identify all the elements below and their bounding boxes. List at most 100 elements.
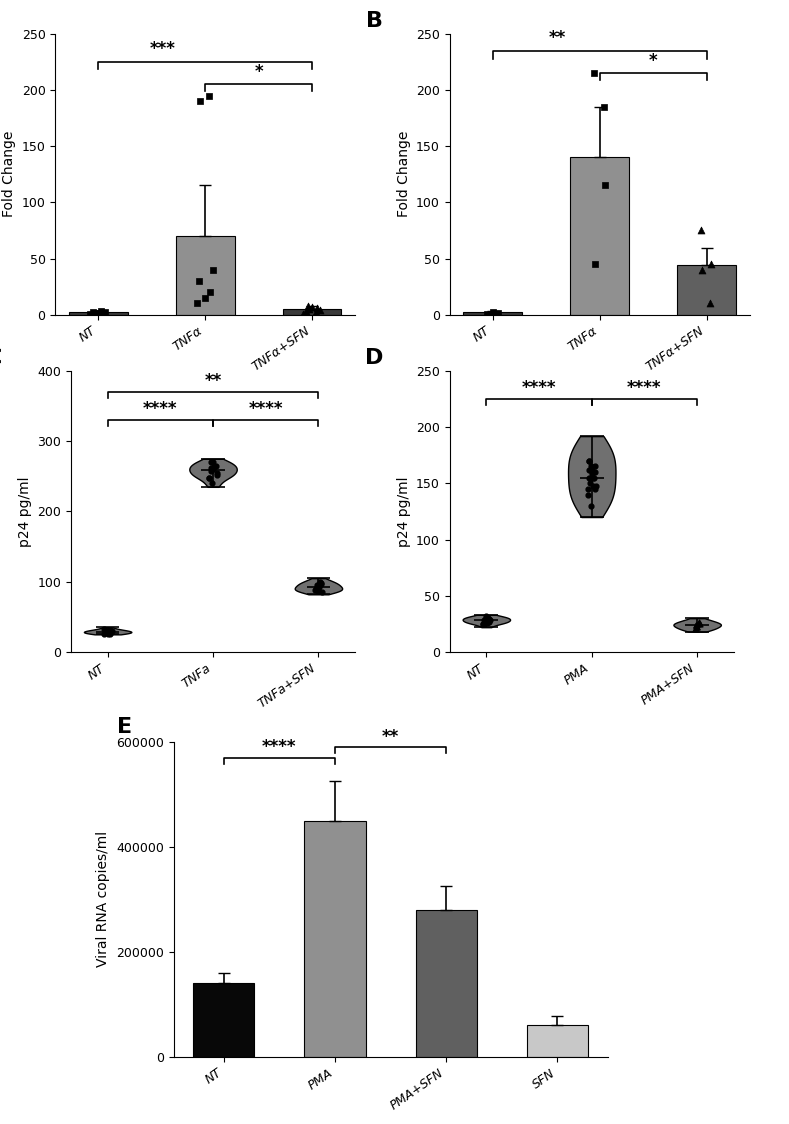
Point (193, 272, 205, 290)
Point (480, 610, 492, 628)
Point (589, 463, 601, 481)
Y-axis label: Viral RNA copies/ml: Viral RNA copies/ml (96, 831, 110, 968)
Point (103, 624, 116, 642)
Point (315, 574, 327, 592)
Point (208, 456, 220, 474)
Point (477, 615, 489, 633)
Point (588, 64, 600, 82)
Text: **: ** (548, 29, 566, 47)
Point (582, 452, 595, 470)
Point (693, 613, 705, 631)
Point (585, 469, 597, 487)
Point (205, 462, 218, 480)
Point (210, 456, 222, 474)
Point (690, 620, 702, 638)
Point (101, 623, 114, 641)
Text: B: B (366, 11, 383, 31)
Point (204, 453, 217, 471)
Point (87, 303, 99, 321)
Point (690, 618, 703, 636)
Point (690, 617, 702, 635)
Point (90, 303, 103, 321)
Point (302, 300, 315, 318)
Point (689, 620, 701, 638)
Point (477, 615, 489, 633)
Point (193, 92, 206, 110)
Point (312, 581, 324, 599)
Point (92, 305, 105, 323)
Point (589, 457, 602, 475)
Point (597, 98, 610, 116)
Point (297, 305, 310, 323)
Bar (570, 157, 629, 315)
Point (99, 303, 111, 321)
Point (314, 575, 327, 593)
Point (101, 624, 114, 642)
Point (103, 622, 115, 640)
Point (481, 305, 494, 323)
Point (305, 298, 318, 316)
Point (104, 625, 117, 643)
Text: ****: **** (627, 379, 662, 397)
Point (586, 465, 599, 483)
Point (705, 255, 717, 273)
Point (585, 463, 598, 481)
Bar (527, 1025, 588, 1057)
Point (480, 607, 492, 625)
Point (589, 477, 602, 495)
Bar (176, 236, 234, 315)
Point (480, 609, 492, 627)
Point (309, 580, 322, 598)
Text: **: ** (382, 727, 399, 745)
Point (84, 305, 96, 323)
Point (481, 613, 494, 631)
Point (704, 294, 716, 312)
Point (483, 610, 495, 628)
Point (301, 297, 314, 315)
Point (583, 461, 596, 479)
Point (203, 469, 215, 487)
Point (487, 303, 499, 321)
Point (312, 582, 324, 600)
Point (211, 466, 223, 484)
Point (102, 623, 114, 641)
Y-axis label: Fold Change: Fold Change (2, 132, 16, 217)
Bar (305, 821, 365, 1057)
Point (199, 289, 211, 307)
Point (211, 464, 223, 482)
Point (481, 614, 493, 632)
Point (101, 625, 114, 643)
Point (690, 618, 703, 636)
Text: C: C (0, 348, 2, 369)
Text: D: D (365, 348, 383, 369)
Point (299, 302, 312, 320)
Point (203, 87, 215, 105)
Point (478, 611, 491, 629)
Point (482, 613, 495, 631)
Point (585, 497, 597, 515)
Bar (463, 312, 522, 315)
Point (695, 221, 708, 239)
Point (190, 294, 203, 312)
Point (313, 301, 326, 319)
Text: ***: *** (149, 40, 175, 58)
Y-axis label: p24 pg/ml: p24 pg/ml (18, 477, 32, 546)
Bar (69, 312, 128, 315)
Point (581, 486, 594, 504)
Point (311, 578, 323, 596)
Point (583, 452, 596, 470)
Point (691, 615, 704, 633)
Point (309, 581, 322, 599)
Point (586, 469, 599, 487)
Point (312, 577, 324, 595)
Point (690, 616, 702, 634)
Point (311, 577, 323, 595)
Point (690, 616, 702, 634)
Point (206, 474, 219, 492)
Bar (282, 309, 342, 315)
Point (484, 611, 497, 629)
Point (106, 622, 118, 640)
Text: E: E (118, 717, 133, 736)
Point (588, 469, 600, 487)
Point (583, 469, 596, 487)
